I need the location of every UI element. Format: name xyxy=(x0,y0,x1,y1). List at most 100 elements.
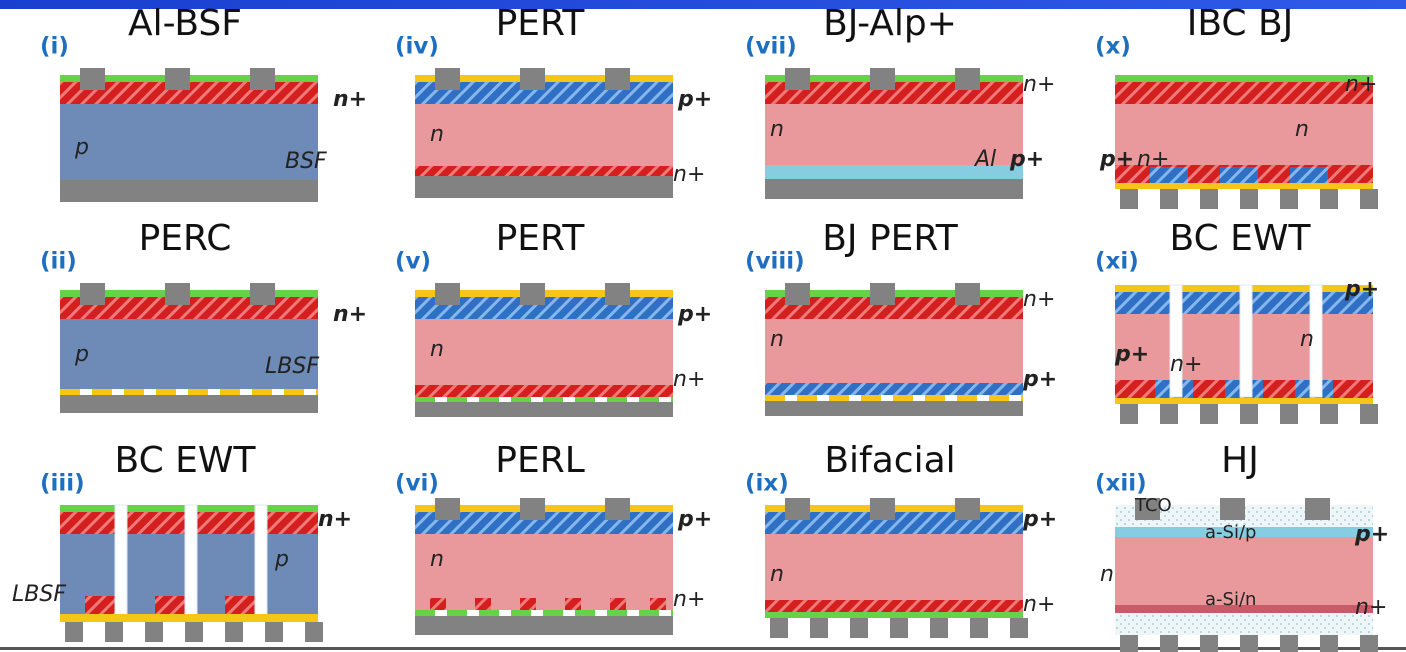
cell-panel: PERL(vi)p+nn+ xyxy=(395,440,712,635)
panel-title: Al-BSF xyxy=(128,3,242,44)
front-contact xyxy=(785,68,810,90)
rear-contact xyxy=(1160,189,1178,209)
layer xyxy=(765,383,1023,395)
front-contact xyxy=(435,283,460,305)
dashed-layer xyxy=(671,397,673,402)
layer xyxy=(415,616,673,635)
via xyxy=(115,505,127,617)
front-contact xyxy=(605,498,630,520)
local-region xyxy=(565,598,581,610)
dashed-layer xyxy=(925,395,945,401)
front-contact xyxy=(165,68,190,90)
panel-numeral: (iii) xyxy=(40,471,85,497)
dashed-layer xyxy=(479,397,499,402)
rear-contact xyxy=(1160,404,1178,424)
dashed-layer xyxy=(893,395,913,401)
front-contact xyxy=(870,283,895,305)
layer xyxy=(60,104,318,180)
rear-contact xyxy=(1120,404,1138,424)
rear-contact xyxy=(265,622,283,642)
front-contact xyxy=(520,283,545,305)
layer xyxy=(1115,398,1373,404)
front-contact xyxy=(250,68,275,90)
front-contact xyxy=(1220,498,1245,520)
panel-title: PERL xyxy=(495,440,585,481)
layer-label: n+ xyxy=(673,587,705,612)
layer-label: p+ xyxy=(1022,507,1057,532)
dashed-layer xyxy=(284,389,304,395)
layer-label: n xyxy=(430,337,444,362)
via xyxy=(185,505,197,617)
dashed-layer xyxy=(188,389,208,395)
rear-contact xyxy=(970,618,988,638)
layer-label: n+ xyxy=(1023,287,1055,312)
rear-contact xyxy=(930,618,948,638)
cell-panel: BC EWT(xi)p+p+n+n xyxy=(1095,218,1379,424)
panel-numeral: (ix) xyxy=(745,471,789,497)
rear-contact xyxy=(810,618,828,638)
layer xyxy=(415,176,673,198)
dashed-layer xyxy=(989,395,1009,401)
layer-label: p+ xyxy=(1099,147,1134,172)
panel-numeral: (vi) xyxy=(395,471,439,497)
layer-label: n+ xyxy=(1345,72,1377,97)
panel-numeral: (x) xyxy=(1095,34,1131,60)
front-contact xyxy=(785,283,810,305)
layer-label: LBSF xyxy=(265,354,319,379)
layer-label: p+ xyxy=(1022,367,1057,392)
panel-numeral: (xii) xyxy=(1095,471,1147,497)
layer-label: p+ xyxy=(677,302,712,327)
layer xyxy=(415,104,673,166)
panel-numeral: (xi) xyxy=(1095,249,1139,275)
solar-cell-diagram: Al-BSF(i)n+pBSFPERT(iv)p+nn+BJ-Alp+(vii)… xyxy=(0,0,1406,652)
panel-numeral: (ii) xyxy=(40,249,77,275)
dashed-layer xyxy=(543,610,563,616)
layer-label: n xyxy=(770,562,784,587)
layer xyxy=(765,401,1023,416)
panel-title: BJ-Alp+ xyxy=(823,3,957,44)
layer-label: n+ xyxy=(1023,592,1055,617)
via xyxy=(255,505,267,617)
front-contact xyxy=(80,68,105,90)
panel-title: Bifacial xyxy=(824,440,955,481)
layer-label: p+ xyxy=(677,87,712,112)
layer-label: p xyxy=(74,135,89,160)
dashed-layer xyxy=(124,389,144,395)
layer-label: n+ xyxy=(1355,595,1387,620)
layer xyxy=(765,600,1023,612)
front-contact xyxy=(870,498,895,520)
front-contact xyxy=(605,68,630,90)
dashed-layer xyxy=(607,397,627,402)
dashed-layer xyxy=(543,397,563,402)
layer-label: n xyxy=(770,327,784,352)
panel-title: BC EWT xyxy=(115,440,257,481)
rear-contact xyxy=(1200,635,1218,652)
dashed-layer xyxy=(829,395,849,401)
rear-contact xyxy=(305,622,323,642)
dashed-layer xyxy=(415,610,435,616)
dashed-layer xyxy=(575,610,595,616)
layer-label: n xyxy=(430,122,444,147)
layer xyxy=(415,385,673,397)
local-region xyxy=(520,598,536,610)
dashed-layer xyxy=(511,610,531,616)
rear-contact xyxy=(1280,189,1298,209)
dashed-layer xyxy=(447,397,467,402)
panel-title: PERT xyxy=(496,218,586,259)
front-contact xyxy=(785,498,810,520)
rear-contact xyxy=(1120,189,1138,209)
rear-contact xyxy=(1360,404,1378,424)
dashed-layer xyxy=(639,610,659,616)
rear-contact xyxy=(65,622,83,642)
rear-contact xyxy=(1360,189,1378,209)
layer-label: n xyxy=(1300,327,1314,352)
front-contact xyxy=(1305,498,1330,520)
layer xyxy=(415,166,673,176)
layer xyxy=(765,612,1023,618)
layer xyxy=(60,180,318,202)
rear-contact xyxy=(1280,635,1298,652)
cell-panel: Al-BSF(i)n+pBSF xyxy=(40,3,367,202)
front-contact xyxy=(955,498,980,520)
cell-panel: IBC BJ(x)n+np+n+ xyxy=(1095,3,1378,209)
layer-label: p+ xyxy=(1344,277,1379,302)
